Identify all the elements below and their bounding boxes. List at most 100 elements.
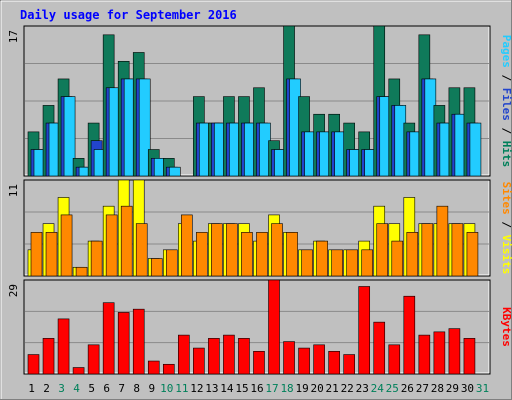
x-tick-label: 6: [103, 382, 110, 395]
legend-part: /: [500, 215, 512, 235]
bar-kbytes: [373, 321, 386, 375]
bar-kbytes: [193, 347, 205, 375]
y-max-label: 17: [7, 30, 20, 43]
x-tick-label: 24: [371, 382, 385, 395]
bar-kbytes: [42, 338, 55, 375]
bar-sites: [391, 240, 404, 277]
legend-part: Pages: [500, 35, 512, 68]
legend-part: Visits: [500, 235, 512, 275]
x-tick-label: 5: [88, 382, 95, 395]
bars-visits: [27, 179, 479, 277]
bar-sites: [451, 223, 464, 277]
y-max-label: 11: [7, 184, 20, 197]
x-tick-label: 27: [416, 382, 429, 395]
x-tick-label: 16: [250, 382, 263, 395]
bar-sites: [90, 240, 103, 277]
x-tick-label: 7: [118, 382, 125, 395]
legend-part: KBytes: [500, 307, 512, 347]
bar-sites: [105, 214, 118, 277]
bar-sites: [286, 232, 298, 277]
x-tick-label: 13: [205, 382, 218, 395]
legend-part: Hits: [500, 141, 512, 168]
bar-sites: [256, 232, 268, 277]
x-tick-label: 10: [160, 382, 173, 395]
bar-pages: [138, 78, 151, 177]
bar-kbytes: [238, 338, 250, 375]
x-tick-label: 14: [220, 382, 234, 395]
panel-hits: 17 Pages / Files / Hits: [7, 25, 512, 177]
bar-sites: [75, 266, 88, 277]
bar-sites: [331, 249, 343, 277]
bar-kbytes: [72, 367, 85, 375]
bars-hits: [27, 25, 482, 177]
x-tick-label: 2: [43, 382, 50, 395]
legend-part: Sites: [500, 182, 512, 215]
bar-kbytes: [57, 318, 70, 375]
bar-kbytes: [27, 354, 40, 375]
bar-sites: [271, 223, 283, 277]
bar-pages: [63, 96, 76, 177]
bar-kbytes: [388, 344, 401, 375]
bar-kbytes: [358, 286, 371, 375]
x-tick-label: 15: [235, 382, 248, 395]
x-tick-label: 18: [280, 382, 293, 395]
series-legend-hits: Pages / Files / Hits: [500, 35, 512, 168]
legend-part: /: [500, 121, 512, 141]
x-tick-label: 22: [341, 382, 354, 395]
x-tick-label: 4: [73, 382, 80, 395]
chart-panels: 17 Pages / Files / Hits 11 Sites / Visits 29…: [7, 25, 512, 375]
bar-sites: [421, 223, 434, 277]
panel-visits: 11 Sites / Visits: [7, 179, 512, 277]
bar-kbytes: [283, 341, 295, 375]
bar-sites: [346, 249, 358, 277]
bar-sites: [120, 205, 133, 277]
bar-kbytes: [343, 354, 355, 375]
x-tick-label: 31: [476, 382, 489, 395]
bar-kbytes: [448, 328, 461, 375]
x-tick-label: 20: [311, 382, 324, 395]
legend-part: Files: [500, 88, 512, 121]
x-tick-label: 21: [326, 382, 339, 395]
legend-part: /: [500, 68, 512, 88]
x-tick-label: 1: [28, 382, 35, 395]
bar-sites: [226, 223, 238, 277]
x-tick-label: 25: [386, 382, 399, 395]
x-tick-label: 23: [356, 382, 369, 395]
bar-kbytes: [223, 334, 235, 375]
panel-kbytes: 29 KBytes: [7, 279, 512, 375]
bar-sites: [135, 223, 148, 277]
bar-kbytes: [328, 351, 340, 375]
bar-kbytes: [463, 338, 476, 375]
bar-kbytes: [313, 344, 325, 375]
bar-kbytes: [102, 302, 115, 375]
bar-sites: [376, 223, 389, 277]
x-tick-label: 30: [461, 382, 474, 395]
x-tick-label: 17: [265, 382, 278, 395]
bar-sites: [436, 205, 449, 277]
x-tick-label: 28: [431, 382, 444, 395]
bar-kbytes: [162, 363, 175, 375]
chart-title: Daily usage for September 2016: [20, 8, 237, 22]
bar-kbytes: [117, 312, 130, 375]
x-tick-label: 3: [58, 382, 65, 395]
bar-kbytes: [433, 331, 446, 375]
bar-kbytes: [132, 308, 145, 375]
bar-sites: [211, 223, 223, 277]
bar-sites: [30, 232, 43, 277]
bar-kbytes: [178, 334, 190, 375]
bar-sites: [361, 249, 374, 277]
bar-kbytes: [268, 279, 280, 375]
x-tick-label: 26: [401, 382, 414, 395]
bar-kbytes: [87, 344, 100, 375]
x-tick-label: 11: [175, 382, 188, 395]
x-tick-label: 29: [446, 382, 459, 395]
bar-sites: [165, 249, 178, 277]
series-legend-visits: Sites / Visits: [500, 182, 512, 275]
bar-kbytes: [403, 295, 416, 375]
bar-kbytes: [418, 334, 431, 375]
x-tick-label: 19: [295, 382, 308, 395]
bar-sites: [466, 232, 479, 277]
bar-pages: [469, 122, 482, 177]
y-max-label: 29: [7, 284, 20, 297]
